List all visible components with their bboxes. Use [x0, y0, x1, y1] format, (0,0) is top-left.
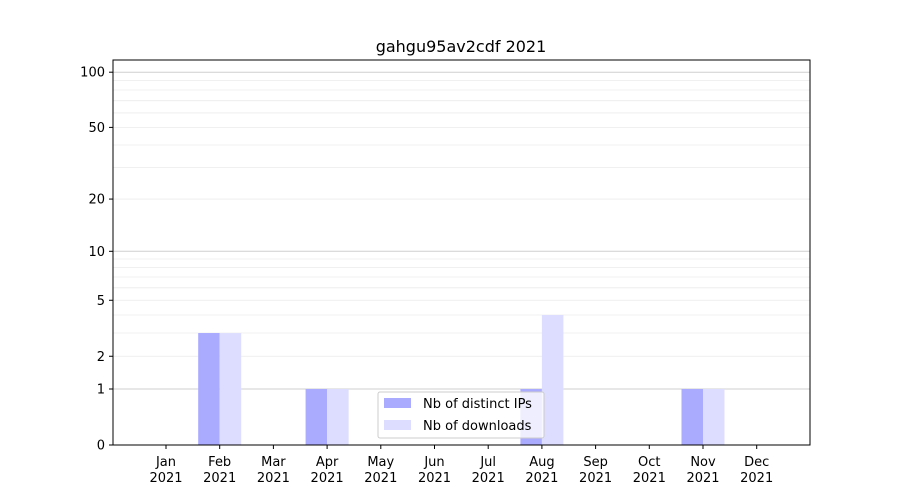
legend-label-downloads: Nb of downloads	[423, 419, 532, 434]
bar-downloads	[219, 333, 242, 445]
plot-frame	[112, 59, 811, 446]
bar-downloads	[327, 389, 349, 445]
y-tick-label: 0	[97, 439, 105, 454]
y-tick-label: 20	[88, 193, 105, 208]
legend: Nb of distinct IPs Nb of downloads	[377, 391, 545, 439]
x-tick-label: 2021	[149, 471, 182, 486]
x-tick-label: Dec	[744, 455, 769, 470]
x-tick-label: Sep	[583, 455, 608, 470]
bar-downloads	[703, 389, 725, 445]
y-axis: 0 1 2 5 10 20 50 100	[80, 66, 113, 454]
y-tick-label: 100	[80, 66, 105, 81]
x-tick-label: Feb	[208, 455, 231, 470]
x-tick-label: May	[367, 455, 394, 470]
x-tick-label: 2021	[311, 471, 344, 486]
bar-distinct-ips	[305, 389, 328, 445]
x-tick-label: Jan	[155, 455, 176, 470]
bar-distinct-ips	[681, 389, 703, 445]
y-tick-label: 2	[97, 350, 105, 365]
bar-distinct-ips	[198, 333, 220, 445]
x-axis: Jan2021Feb2021Mar2021Apr2021May2021Jun20…	[149, 445, 773, 486]
x-tick-label: 2021	[257, 471, 290, 486]
x-tick-label: 2021	[525, 471, 558, 486]
legend-swatch-ips	[384, 398, 411, 408]
y-tick-label: 50	[88, 121, 105, 136]
x-tick-label: Oct	[638, 455, 660, 470]
x-tick-label: 2021	[418, 471, 451, 486]
legend-swatch-downloads	[384, 420, 411, 430]
x-tick-label: Apr	[316, 455, 339, 470]
x-tick-label: 2021	[633, 471, 666, 486]
x-tick-label: Nov	[690, 455, 716, 470]
y-tick-label: 10	[88, 245, 105, 260]
x-tick-label: 2021	[364, 471, 397, 486]
x-tick-label: 2021	[472, 471, 505, 486]
x-tick-label: 2021	[579, 471, 612, 486]
x-tick-label: 2021	[686, 471, 719, 486]
y-tick-label: 5	[97, 294, 105, 309]
bar-downloads	[541, 314, 564, 445]
grid	[113, 71, 810, 390]
x-tick-label: Mar	[261, 455, 286, 470]
legend-label-ips: Nb of distinct IPs	[423, 397, 532, 412]
legend-box	[377, 391, 545, 439]
x-tick-label: Jul	[479, 455, 496, 470]
x-tick-label: 2021	[203, 471, 236, 486]
chart-title: gahgu95av2cdf 2021	[376, 37, 547, 56]
x-tick-label: Aug	[529, 455, 554, 470]
x-tick-label: 2021	[740, 471, 773, 486]
y-tick-label: 1	[97, 383, 105, 398]
x-tick-label: Jun	[423, 455, 444, 470]
